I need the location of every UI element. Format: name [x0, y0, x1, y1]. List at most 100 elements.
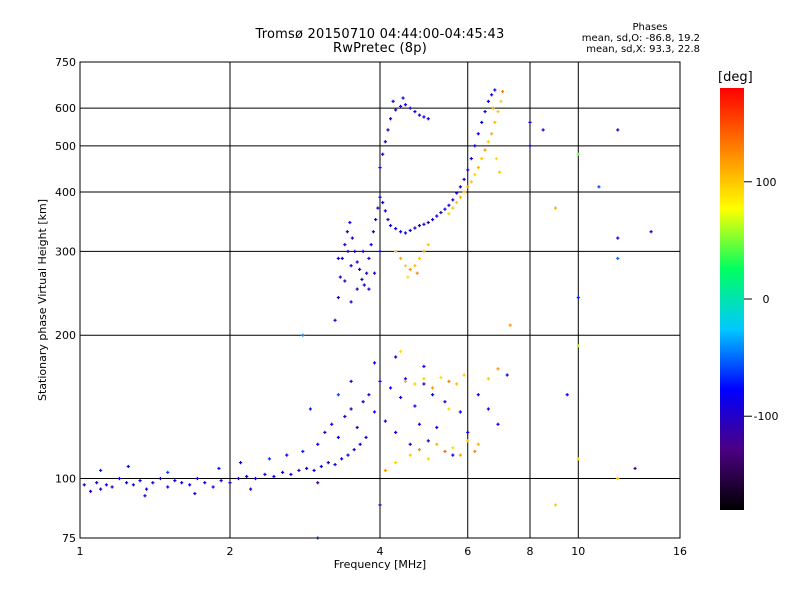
data-point	[336, 393, 340, 397]
data-point	[272, 474, 276, 479]
data-point	[451, 198, 455, 202]
data-point	[455, 191, 459, 195]
data-point	[371, 230, 376, 234]
data-point	[408, 106, 412, 110]
data-point	[348, 220, 352, 225]
data-point	[350, 236, 354, 240]
data-point	[435, 425, 439, 430]
data-point	[166, 485, 170, 489]
data-point	[426, 439, 430, 443]
data-point	[361, 249, 365, 254]
data-point	[458, 453, 463, 457]
data-point	[143, 494, 147, 498]
data-point	[355, 425, 359, 430]
data-point	[88, 489, 93, 493]
data-point	[193, 491, 197, 496]
x-axis-label: Frequency [MHz]	[334, 558, 426, 571]
data-point	[374, 217, 378, 222]
data-point	[394, 227, 398, 231]
x-tick-label: 6	[464, 545, 471, 558]
data-point	[439, 210, 443, 215]
data-point	[378, 166, 382, 170]
data-point	[289, 472, 293, 477]
data-point	[399, 230, 403, 234]
phase-stats-header: Phases	[632, 22, 668, 33]
data-point	[158, 476, 163, 481]
data-point	[447, 212, 451, 216]
y-tick-label: 500	[55, 140, 76, 153]
x-tick-label: 8	[527, 545, 534, 558]
data-point	[499, 99, 503, 103]
y-axis-ticks: 75 100 200 300 400 500 600 750	[55, 56, 76, 545]
data-point	[439, 375, 443, 380]
chart-title: Tromsø 20150710 04:44:00-04:45:43	[255, 27, 505, 42]
data-point	[124, 481, 129, 485]
data-point	[360, 277, 364, 282]
data-point	[458, 195, 463, 199]
data-point	[394, 355, 398, 359]
data-point	[391, 99, 395, 103]
data-point	[553, 206, 558, 210]
data-point	[343, 243, 347, 247]
data-point	[126, 464, 130, 469]
x-tick-label: 1	[77, 545, 84, 558]
data-point	[343, 279, 347, 283]
data-point	[349, 264, 353, 268]
data-point	[408, 442, 412, 446]
data-point	[372, 361, 377, 365]
data-point	[349, 407, 353, 411]
data-point	[245, 474, 249, 479]
data-point	[336, 256, 340, 261]
data-point	[443, 207, 447, 211]
x-tick-label: 10	[571, 545, 585, 558]
data-point	[228, 481, 232, 485]
data-point	[493, 120, 497, 124]
data-point	[553, 503, 558, 507]
grid-lines	[79, 61, 681, 539]
x-tick-label: 2	[227, 545, 234, 558]
data-point	[426, 457, 430, 461]
data-point	[528, 144, 532, 148]
data-point	[378, 379, 382, 383]
data-point	[430, 217, 435, 222]
data-point	[496, 422, 500, 426]
data-point	[330, 422, 334, 426]
data-point	[447, 407, 451, 411]
data-point	[219, 479, 223, 483]
data-point	[576, 457, 580, 461]
data-point	[372, 271, 377, 275]
data-point	[316, 481, 320, 485]
data-point	[403, 264, 408, 268]
data-point	[394, 461, 398, 465]
data-point	[349, 300, 353, 304]
data-point	[333, 318, 337, 322]
data-point	[413, 110, 417, 114]
data-point	[336, 435, 340, 440]
data-point	[355, 260, 359, 264]
data-point	[528, 120, 532, 124]
data-point	[95, 481, 99, 485]
data-point	[458, 410, 463, 414]
data-point	[388, 117, 393, 121]
data-point	[319, 464, 323, 469]
data-point	[408, 228, 412, 233]
x-tick-label: 4	[377, 545, 384, 558]
data-point	[346, 249, 350, 254]
data-point	[490, 93, 494, 97]
data-point	[493, 88, 497, 92]
data-point	[501, 89, 505, 94]
data-point	[447, 379, 451, 383]
data-point	[399, 104, 403, 109]
data-point	[483, 148, 487, 152]
y-tick-label: 300	[55, 245, 76, 258]
data-point	[376, 206, 380, 210]
data-point	[497, 170, 502, 174]
data-point	[345, 230, 349, 234]
data-point	[426, 117, 430, 121]
data-point	[99, 487, 103, 491]
data-point	[408, 453, 412, 457]
data-point	[408, 267, 412, 272]
data-point	[362, 283, 366, 287]
data-point	[144, 487, 149, 491]
phase-stats: Phases mean, sd,O: -86.8, 19.2 mean, sd,…	[580, 22, 700, 55]
